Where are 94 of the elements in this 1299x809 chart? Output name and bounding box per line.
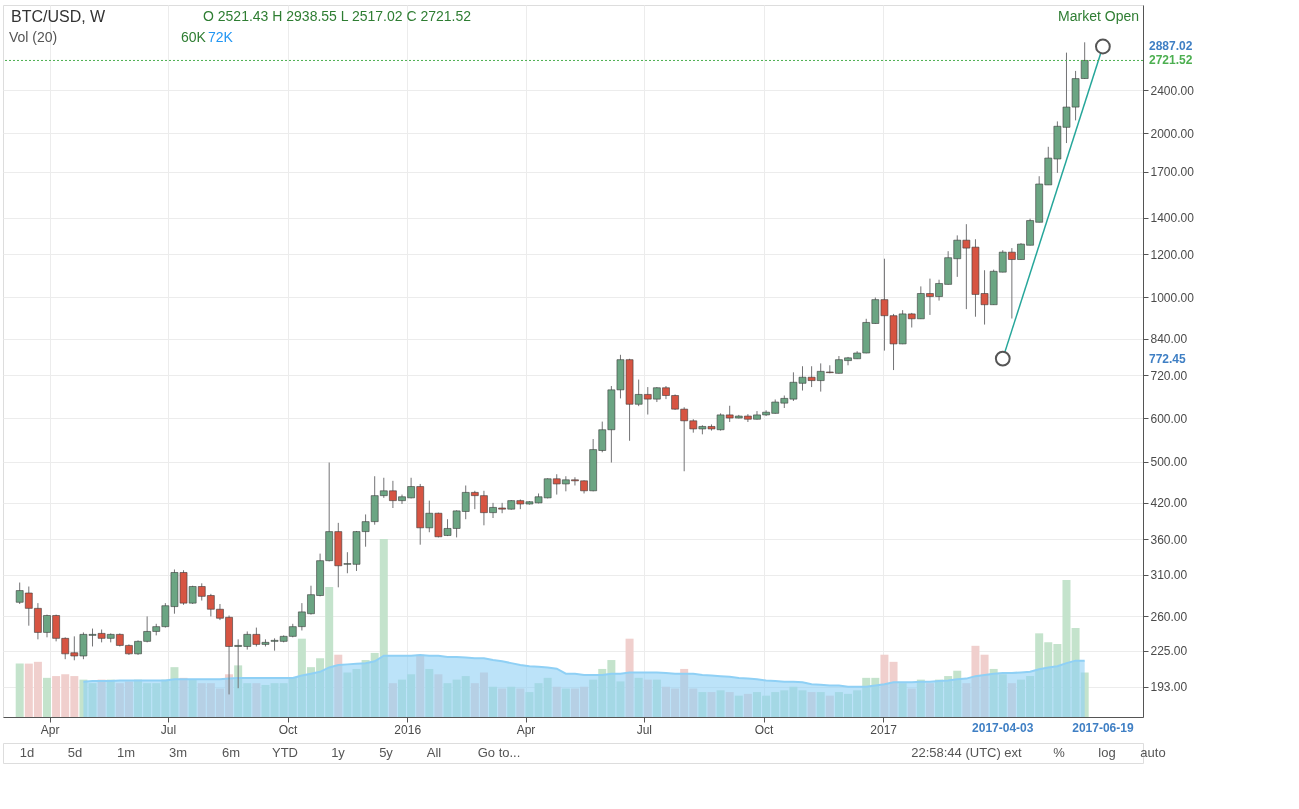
bar <box>179 677 188 717</box>
text: 2887.02 <box>1149 39 1193 54</box>
text: 2017-06-19 <box>1072 721 1134 735</box>
bar <box>507 686 516 717</box>
bar <box>425 668 434 717</box>
annotation: 72K <box>208 29 234 45</box>
bar <box>334 654 343 717</box>
bar <box>734 695 743 717</box>
bar <box>252 683 261 717</box>
bar <box>634 677 643 717</box>
bar <box>743 693 752 717</box>
bar <box>907 688 916 717</box>
y-tick-label: 1000.00 <box>1150 290 1195 305</box>
bar <box>79 679 88 717</box>
chart-title: BTC/USD, W <box>11 8 107 25</box>
text: 1d <box>19 745 35 760</box>
y-tick-label: 260.00 <box>1150 609 1188 624</box>
bar <box>889 661 898 717</box>
y-tick-label: 600.00 <box>1150 411 1188 426</box>
bar <box>643 679 652 717</box>
bar <box>489 686 498 717</box>
x-tick-label: Apr <box>516 722 536 737</box>
bar <box>416 654 425 717</box>
bar <box>880 654 889 717</box>
bar <box>698 692 707 717</box>
bar <box>980 654 989 717</box>
y-tick-label: 310.00 <box>1150 568 1188 583</box>
y-tick-label: 225.00 <box>1150 644 1188 659</box>
text: YTD <box>272 745 298 760</box>
bar <box>716 690 725 717</box>
text: auto <box>1140 745 1166 760</box>
bar <box>898 683 907 717</box>
y-tick-label: 2000.00 <box>1150 126 1195 141</box>
text: All <box>426 745 442 760</box>
bar <box>816 692 825 717</box>
ref-line-label: 2721.52 <box>1149 53 1193 68</box>
bar <box>798 690 807 717</box>
text: Go to... <box>477 745 521 760</box>
bar <box>88 683 97 717</box>
text: 6m <box>221 745 241 760</box>
y-tick-label: 2400.00 <box>1150 83 1195 98</box>
text: ext <box>1004 745 1023 760</box>
bar <box>561 688 570 717</box>
bar <box>188 679 197 717</box>
bar <box>97 679 106 717</box>
bar <box>388 683 397 717</box>
x-tick-label: 2016 <box>394 722 422 737</box>
text: 1m <box>116 745 136 760</box>
bar <box>498 688 507 717</box>
annotation: 60K <box>181 29 207 45</box>
bar <box>925 683 934 717</box>
bar <box>106 679 115 717</box>
y-tick-label: 360.00 <box>1150 532 1188 547</box>
text: 3m <box>168 745 188 760</box>
x-tick-label: Oct <box>278 722 299 737</box>
bar <box>916 679 925 717</box>
text: 5d <box>67 745 83 760</box>
x-tick-label: 2017 <box>870 722 898 737</box>
bar <box>434 674 443 717</box>
bar <box>1007 683 1016 717</box>
bar <box>525 692 534 717</box>
text: 22:58:44 (UTC) <box>911 745 1001 760</box>
y-tick-label: 193.00 <box>1150 680 1188 695</box>
text: % <box>1053 745 1066 760</box>
y-tick-label: 1700.00 <box>1150 165 1195 180</box>
text: 772.45 <box>1149 351 1187 366</box>
bar <box>825 695 834 717</box>
annotation: Market Open <box>1058 8 1139 24</box>
y-tick-label: 420.00 <box>1150 496 1188 511</box>
bar <box>652 679 661 717</box>
annotation: Vol (20) <box>9 29 58 45</box>
bar <box>807 692 816 717</box>
y-tick-label: 1400.00 <box>1150 211 1195 226</box>
y-tick-label: 840.00 <box>1150 332 1188 347</box>
bar <box>43 677 52 717</box>
bar <box>15 663 24 717</box>
bar <box>625 638 634 717</box>
x-tick-label: Oct <box>754 722 774 737</box>
bar <box>261 684 270 717</box>
x-tick-label: Jul <box>160 722 177 737</box>
text: log <box>1098 745 1116 760</box>
bar <box>552 686 561 717</box>
text: 2017-04-03 <box>972 721 1034 735</box>
y-tick-label: 720.00 <box>1150 368 1188 383</box>
bar <box>516 688 525 717</box>
x-tick-label: Jul <box>636 722 653 737</box>
bar <box>707 692 716 717</box>
annotation: O 2521.43 H 2938.55 L 2517.02 C 2721.52 <box>203 8 472 24</box>
y-tick-label: 1200.00 <box>1150 247 1195 262</box>
text: 5y <box>379 745 394 760</box>
y-tick-label: 500.00 <box>1150 455 1188 470</box>
bar <box>725 692 734 717</box>
text: 1y <box>331 745 346 760</box>
x-tick-label: Apr <box>40 722 60 737</box>
